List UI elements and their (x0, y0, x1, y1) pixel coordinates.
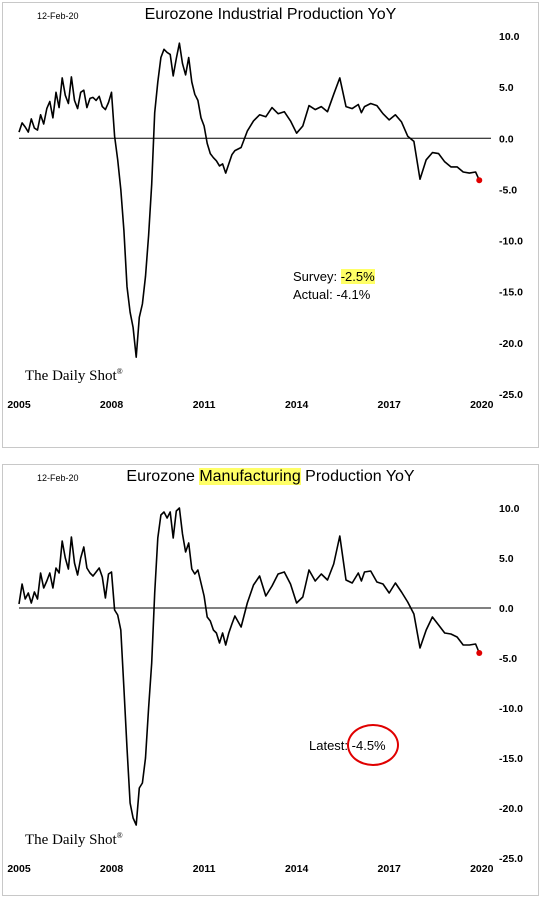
y-tick-label: 0.0 (499, 133, 514, 145)
line-chart-manufacturing: 10.0 5.0 0.0 -5.0 -10.0 -15.0 -20.0 -25.0 2005 20… (7, 503, 523, 875)
brand-text: The Daily Shot (25, 832, 117, 848)
y-tick-label: -5.0 (499, 184, 517, 196)
survey-value: -2.5% (340, 269, 375, 284)
date-stamp: 12-Feb-20 (37, 473, 79, 483)
y-tick-label: 10.0 (499, 503, 520, 515)
date-stamp: 12-Feb-20 (37, 11, 79, 21)
series-line (18, 507, 481, 826)
y-tick-label: -25.0 (499, 389, 523, 401)
brand-logo: The Daily Shot® (25, 367, 123, 385)
y-tick-label: 5.0 (499, 82, 514, 94)
x-tick-label: 2008 (100, 863, 124, 875)
x-tick-label: 2017 (378, 399, 402, 411)
last-point-marker (476, 650, 483, 656)
actual-value: -4.1% (336, 287, 371, 302)
x-tick-label: 2011 (193, 863, 216, 875)
y-tick-label: -10.0 (499, 236, 523, 248)
x-tick-label: 2020 (470, 863, 494, 875)
y-tick-label: 0.0 (499, 603, 514, 615)
x-tick-label: 2011 (193, 399, 216, 411)
chart-panel-manufacturing: 12-Feb-20 Eurozone Manufacturing Product… (2, 464, 539, 896)
series-line (18, 42, 481, 358)
y-tick-label: -5.0 (499, 653, 517, 665)
x-tick-label: 2014 (285, 399, 309, 411)
title-part-1: Eurozone Industrial Production YoY (144, 6, 397, 23)
y-tick-label: -10.0 (499, 703, 523, 715)
y-tick-label: -15.0 (499, 287, 523, 299)
latest-label: Latest: (309, 738, 349, 753)
x-tick-label: 2005 (7, 399, 31, 411)
survey-annotation: Survey: -2.5% (293, 269, 375, 284)
x-tick-label: 2005 (7, 863, 31, 875)
brand-mark: ® (116, 831, 123, 840)
y-tick-label: 10.0 (499, 31, 520, 43)
survey-label: Survey: (293, 269, 338, 284)
y-tick-label: -15.0 (499, 753, 523, 765)
chart-title: Eurozone Industrial Production YoY (3, 6, 538, 24)
x-tick-label: 2008 (100, 399, 124, 411)
chart-title: Eurozone Manufacturing Production YoY (3, 468, 538, 486)
actual-annotation: Actual: -4.1% (293, 287, 370, 302)
x-tick-label: 2017 (378, 863, 402, 875)
last-point-marker (476, 177, 483, 184)
line-chart-industrial: 10.0 5.0 0.0 -5.0 -10.0 -15.0 -20.0 -25.0 2005 20… (7, 31, 523, 411)
y-tick-label: -20.0 (499, 338, 523, 350)
title-part-3: Production YoY (300, 468, 415, 485)
latest-circle (347, 724, 399, 766)
y-tick-label: -20.0 (499, 803, 523, 815)
y-tick-label: -25.0 (499, 853, 523, 865)
brand-logo: The Daily Shot® (25, 831, 123, 849)
y-tick-label: 5.0 (499, 553, 514, 565)
title-part-1: Eurozone (126, 468, 200, 485)
x-tick-label: 2020 (470, 399, 494, 411)
title-highlight: Manufacturing (199, 468, 301, 485)
actual-label: Actual: (293, 287, 333, 302)
brand-mark: ® (116, 367, 123, 376)
chart-panel-industrial: 12-Feb-20 Eurozone Industrial Production… (2, 2, 539, 448)
brand-text: The Daily Shot (25, 368, 117, 384)
x-tick-label: 2014 (285, 863, 309, 875)
